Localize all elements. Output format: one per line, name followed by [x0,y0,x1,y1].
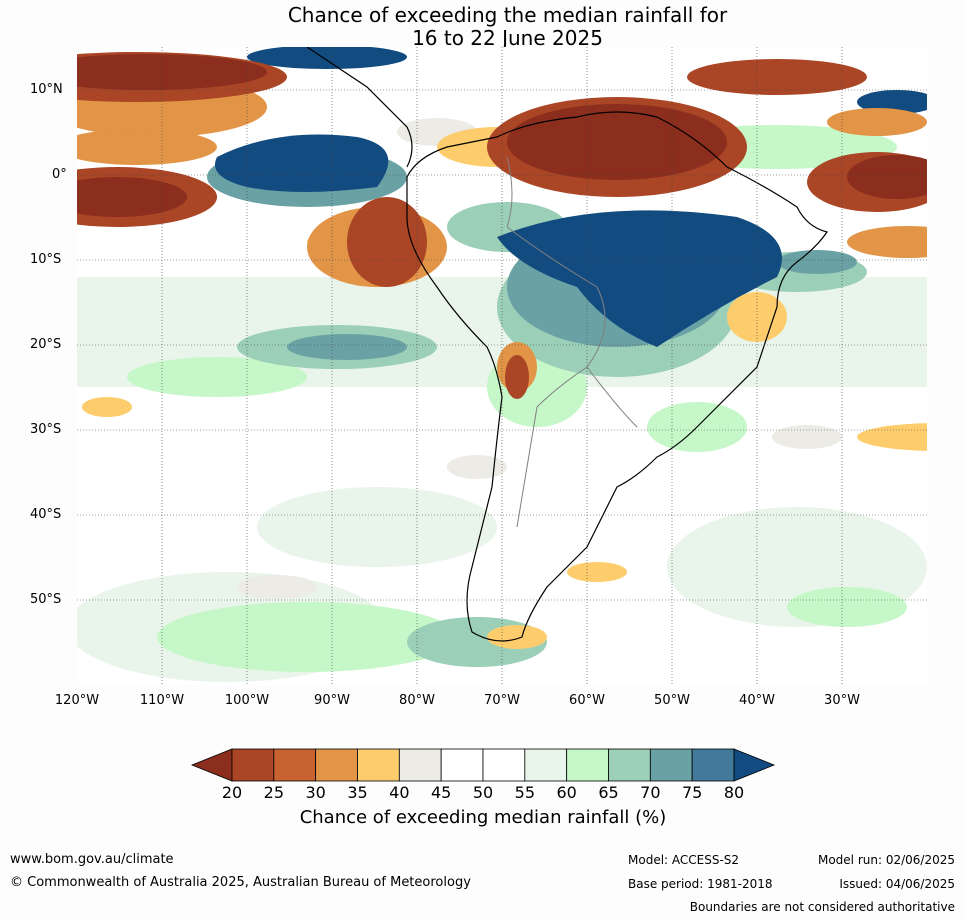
lat-label-50s: 50°S [30,592,62,607]
colorbar-tick-label: 40 [389,783,410,802]
lon-label-70w: 70°W [484,693,520,708]
colorbar-tick-label: 60 [556,783,577,802]
gridlines [77,47,927,685]
map-title: Chance of exceeding the median rainfall … [0,4,965,50]
colorbar-tick-label: 70 [640,783,661,802]
footer-issued: Issued: 04/06/2025 [839,877,955,891]
footer-base-period: Base period: 1981-2018 [628,877,773,891]
colorbar [190,748,776,782]
colorbar-segment [440,748,484,782]
country-borders [506,156,638,528]
colorbar-segment [231,748,275,782]
colorbar-tick-label: 55 [514,783,535,802]
colorbar-tick-label: 20 [221,783,243,802]
colorbar-tick-label: 75 [681,783,703,802]
lon-label-80w: 80°W [399,693,435,708]
lon-label-30w: 30°W [824,693,860,708]
footer-url[interactable]: www.bom.gov.au/climate [10,852,174,867]
colorbar-segment [524,748,568,782]
colorbar-tick-label: 25 [263,783,284,802]
colorbar-segment [273,748,317,782]
footer-copyright: © Commonwealth of Australia 2025, Austra… [10,875,471,890]
lat-label-30s: 30°S [30,422,62,437]
title-line-1: Chance of exceeding the median rainfall … [287,3,728,27]
lat-label-40s: 40°S [30,507,62,522]
lat-label-20s: 20°S [30,337,62,352]
colorbar-arrow-low [190,748,233,782]
lon-label-40w: 40°W [739,693,775,708]
dark-blue-regions [215,47,927,347]
lon-label-100w: 100°W [224,693,270,708]
lon-label-50w: 50°W [654,693,690,708]
coastline [406,111,828,642]
lon-label-90w: 90°W [314,693,350,708]
colorbar-segment [691,748,735,782]
rainfall-map [77,47,927,685]
footer-model: Model: ACCESS-S2 [628,853,740,867]
colorbar-tick-label: 30 [305,783,326,802]
footer-model-run: Model run: 02/06/2025 [817,853,955,867]
colorbar-segment [566,748,609,782]
lon-label-110w: 110°W [139,693,185,708]
colorbar-segment [608,748,651,782]
colorbar-tick-label: 35 [347,783,368,802]
colorbar-arrow-high [733,748,776,782]
colorbar-segment [649,748,693,782]
colorbar-tick-label: 50 [472,783,494,802]
colorbar-segment [315,748,358,782]
central-america [306,47,413,168]
colorbar-segment [398,748,442,782]
lat-label-0: 0° [52,167,67,182]
colorbar-tick-label: 80 [723,783,745,802]
colorbar-label: Chance of exceeding median rainfall (%) [299,807,667,828]
lon-label-60w: 60°W [569,693,605,708]
colorbar-tick-label: 45 [430,783,452,802]
footer-disclaimer: Boundaries are not considered authoritat… [689,900,955,914]
lon-label-120w: 120°W [54,693,100,708]
lat-label-10s: 10°S [30,252,62,267]
colorbar-segment [482,748,526,782]
title-line-2: 16 to 22 June 2025 [412,26,603,50]
colorbar-tick-label: 65 [598,783,619,802]
colorbar-segment [357,748,400,782]
lat-label-10n: 10°N [30,82,63,97]
